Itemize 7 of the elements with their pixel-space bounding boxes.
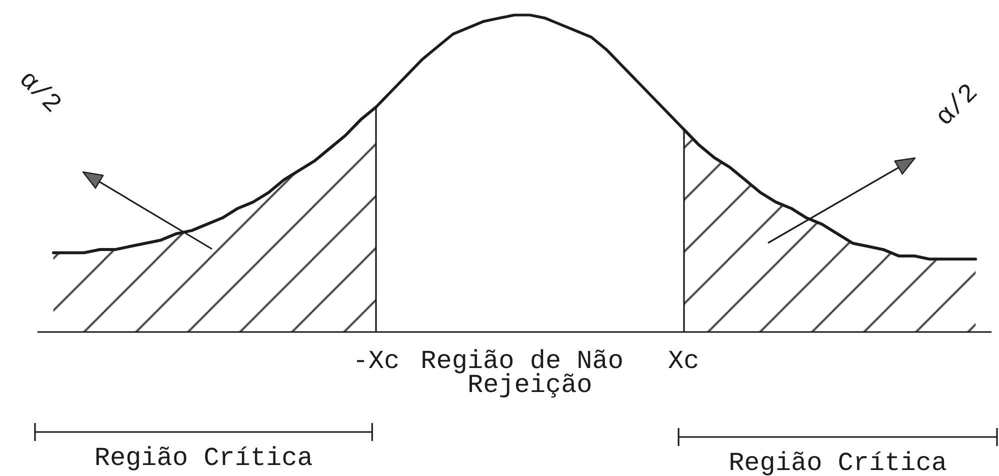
- text: Região de Não Rejeição: [420, 346, 640, 400]
- text: Região Crítica: [728, 448, 948, 476]
- x-tick-label: -Xc: [352, 346, 400, 376]
- x-tick-label: Xc: [668, 346, 700, 376]
- annotation: α/2: [930, 78, 984, 132]
- annotation: α/2: [12, 64, 68, 120]
- text: Região Crítica: [94, 443, 313, 473]
